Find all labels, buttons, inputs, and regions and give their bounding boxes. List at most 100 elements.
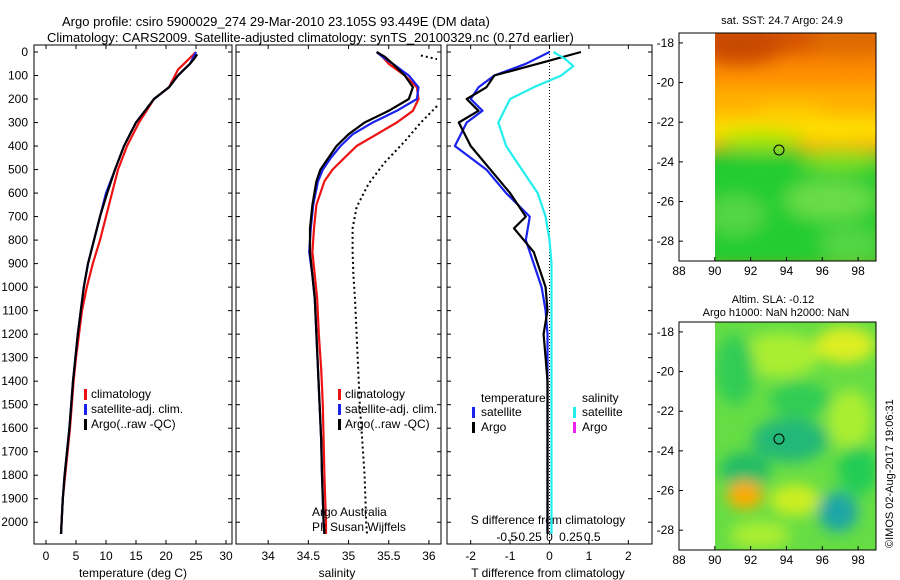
depth-tick-label: 1000 bbox=[1, 280, 28, 294]
depth-tick-label: 700 bbox=[8, 210, 28, 224]
map-x-tick-label: 92 bbox=[744, 553, 758, 567]
legend-swatch-cyan bbox=[573, 407, 576, 418]
map-y-tick-label: -22 bbox=[657, 404, 675, 418]
sst-map-image bbox=[715, 33, 876, 261]
map-y-tick-label: -24 bbox=[657, 155, 675, 169]
depth-tick-label: 1300 bbox=[1, 351, 28, 365]
x-tick-label: 5 bbox=[73, 549, 80, 563]
map-x-tick-label: 90 bbox=[708, 553, 722, 567]
x-tick-top-label: 0.25 bbox=[559, 530, 583, 544]
series-line-blue bbox=[453, 51, 550, 534]
legend-swatch-red bbox=[84, 389, 87, 400]
credit-line1: Argo Australia bbox=[312, 505, 387, 519]
difference-legend: temperature salinitysatelliteArgosatellit… bbox=[472, 391, 623, 434]
map-y-tick-label: -26 bbox=[657, 484, 675, 498]
x-tick-top-label: 0.5 bbox=[584, 530, 601, 544]
sst-map-frame bbox=[678, 32, 877, 262]
map-x-tick-label: 96 bbox=[816, 553, 830, 567]
legend-swatch-black bbox=[472, 422, 475, 433]
depth-tick-label: 1600 bbox=[1, 421, 28, 435]
sst-argo-marker bbox=[773, 144, 785, 156]
x-tick-label: 30 bbox=[219, 549, 233, 563]
legend-label: Argo bbox=[582, 420, 608, 434]
depth-tick-label: 600 bbox=[8, 186, 28, 200]
series-line-black bbox=[420, 54, 438, 61]
x-tick-label: -2 bbox=[465, 549, 476, 563]
map-x-tick-label: 92 bbox=[744, 264, 758, 278]
difference-x-label: T difference from climatology bbox=[471, 566, 625, 580]
series-line-blue bbox=[59, 51, 197, 535]
depth-tick-label: 1100 bbox=[2, 304, 28, 318]
x-tick-top-label: -0.25 bbox=[514, 530, 542, 544]
x-tick-label: 2 bbox=[625, 549, 632, 563]
depth-tick-label: 1400 bbox=[1, 374, 28, 388]
depth-tick-label: 100 bbox=[8, 69, 28, 83]
map-y-tick-label: -20 bbox=[657, 365, 675, 379]
depth-tick-label: 300 bbox=[8, 116, 28, 130]
series-line-cyan bbox=[497, 51, 575, 534]
x-tick-label: 36 bbox=[422, 549, 436, 563]
series-line-red bbox=[311, 51, 420, 534]
legend-label: Argo(..raw -QC) bbox=[91, 417, 176, 431]
depth-tick-label: 1800 bbox=[1, 468, 28, 482]
series-line-red bbox=[59, 51, 197, 535]
depth-tick-label: 1500 bbox=[1, 398, 28, 412]
map-x-tick-label: 88 bbox=[672, 264, 686, 278]
map-y-tick-label: -26 bbox=[657, 195, 675, 209]
sla-map-image bbox=[715, 322, 876, 550]
temperature-series bbox=[59, 51, 199, 535]
legend-label: satellite bbox=[481, 405, 522, 419]
depth-axis: 0 100 200 300 400 500 600 700 800 900 1000 1100 1200… bbox=[1, 45, 652, 529]
x-tick-label: 15 bbox=[129, 549, 143, 563]
figure-title-line1: Argo profile: csiro 5900029_274 29-Mar-2… bbox=[62, 14, 490, 29]
depth-tick-label: 1200 bbox=[1, 327, 28, 341]
depth-tick-label: 1700 bbox=[1, 445, 28, 459]
sla-map-frame bbox=[678, 321, 877, 551]
depth-tick-label: 200 bbox=[8, 92, 28, 106]
legend-swatch-red bbox=[338, 389, 341, 400]
depth-tick-label: 800 bbox=[8, 233, 28, 247]
legend-swatch-blue bbox=[472, 407, 475, 418]
temperature-x-label: temperature (deg C) bbox=[79, 566, 187, 580]
legend-swatch-blue bbox=[338, 404, 341, 415]
x-tick-label: 25 bbox=[189, 549, 203, 563]
depth-tick-label: 2000 bbox=[1, 515, 28, 529]
legend-swatch-blue bbox=[84, 404, 87, 415]
temperature-plot-frame bbox=[33, 44, 233, 545]
sla-map-axes: 88 90 92 94 96 98 -18 -20 -22 -24 -26 -28 bbox=[657, 325, 865, 567]
sla-argo-marker bbox=[773, 433, 785, 445]
x-tick-label: 20 bbox=[159, 549, 173, 563]
salinity-series bbox=[308, 51, 438, 535]
x-tick-label: 10 bbox=[99, 549, 113, 563]
legend-swatch-black bbox=[84, 419, 87, 430]
depth-tick-label: 500 bbox=[8, 163, 28, 177]
x-tick-top-label: -0.5 bbox=[496, 530, 517, 544]
map-x-tick-label: 94 bbox=[780, 553, 794, 567]
timestamp-stamp: ©IMOS 02-Aug-2017 19:06:31 bbox=[884, 399, 896, 548]
map-y-tick-label: -22 bbox=[657, 115, 675, 129]
map-x-tick-label: 96 bbox=[816, 264, 830, 278]
series-line-black bbox=[351, 105, 438, 535]
salinity-plot-frame bbox=[235, 44, 442, 545]
map-x-tick-label: 98 bbox=[851, 553, 865, 567]
x-tick-label: 1 bbox=[586, 549, 593, 563]
x-tick-label: 34.5 bbox=[297, 549, 321, 563]
series-line-black bbox=[59, 53, 199, 535]
sst-map-axes: 88 90 92 94 96 98 -18 -20 -22 -24 -26 -28 bbox=[657, 36, 865, 278]
sla-map-title-line2: Argo h1000: NaN h2000: NaN bbox=[703, 307, 850, 319]
sst-map-title: sat. SST: 24.7 Argo: 24.9 bbox=[721, 15, 843, 27]
legend-label: Argo bbox=[481, 420, 507, 434]
legend-swatch-magenta bbox=[573, 422, 576, 433]
map-x-tick-label: 94 bbox=[780, 264, 794, 278]
credit-line2: PI: Susan Wijffels bbox=[312, 520, 406, 534]
legend-label: climatology bbox=[345, 387, 405, 401]
sla-map-title-line1: Altim. SLA: -0.12 bbox=[732, 294, 815, 306]
legend-label: climatology bbox=[91, 387, 151, 401]
legend-swatch-black bbox=[338, 419, 341, 430]
map-y-tick-label: -28 bbox=[657, 234, 675, 248]
legend-label: Argo(..raw -QC) bbox=[345, 417, 430, 431]
series-line-black bbox=[457, 50, 582, 534]
